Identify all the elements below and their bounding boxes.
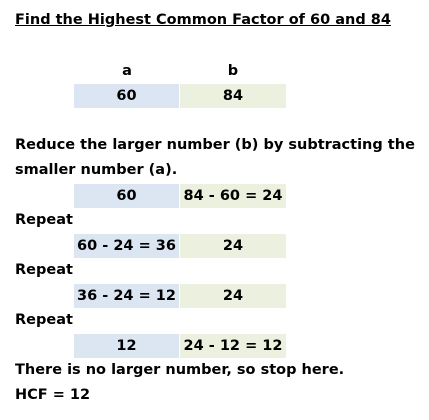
row-2-b-cell: 84 - 60 = 24 (180, 184, 286, 208)
row-4-b-cell: 24 (180, 284, 286, 308)
column-b-header: b (227, 63, 239, 79)
row-3-a-cell: 60 - 24 = 36 (74, 234, 179, 258)
row-3-b-cell: 24 (180, 234, 286, 258)
row-1-b-cell: 84 (180, 84, 286, 108)
instruction-line-2: smaller number (a). (15, 162, 178, 178)
repeat-label-1: Repeat (15, 212, 73, 228)
row-5-a-cell: 12 (74, 334, 179, 358)
row-5-b-cell: 24 - 12 = 12 (180, 334, 286, 358)
row-4-a-cell: 36 - 24 = 12 (74, 284, 179, 308)
page-title: Find the Highest Common Factor of 60 and… (15, 12, 391, 28)
column-a-header: a (122, 63, 132, 79)
conclusion-text: There is no larger number, so stop here. (15, 362, 345, 378)
row-2-a-cell: 60 (74, 184, 179, 208)
result-text: HCF = 12 (15, 387, 91, 403)
repeat-label-2: Repeat (15, 262, 73, 278)
repeat-label-3: Repeat (15, 312, 73, 328)
row-1-a-cell: 60 (74, 84, 179, 108)
instruction-line-1: Reduce the larger number (b) by subtract… (15, 137, 415, 153)
